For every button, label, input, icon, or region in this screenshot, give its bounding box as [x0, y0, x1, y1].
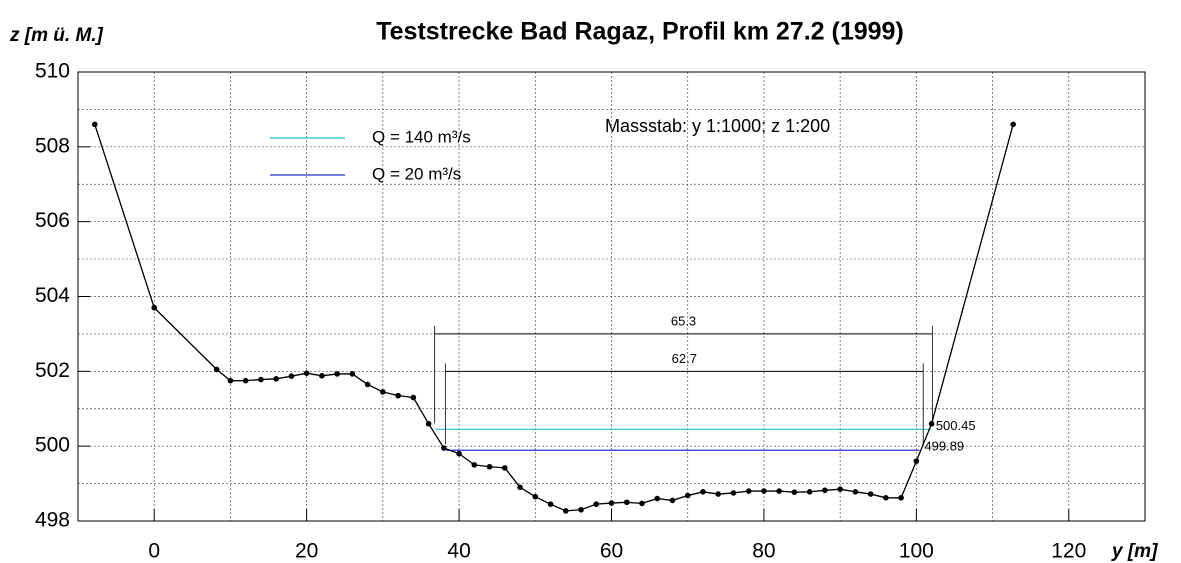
profile-point [761, 488, 767, 494]
profile-point [593, 501, 600, 507]
legend-label: Q = 140 m³/s [372, 127, 471, 146]
profile-point [334, 371, 340, 377]
y-axis-label: z [m ü. M.] [9, 25, 104, 46]
profile-point [258, 376, 264, 383]
profile-point [806, 489, 813, 495]
profile-point [441, 445, 447, 451]
y-tick-label: 506 [35, 209, 70, 232]
profile-point [654, 495, 661, 502]
profile-point [273, 376, 279, 382]
profile-point [410, 394, 417, 401]
x-tick-label: 0 [148, 540, 160, 563]
profile-point [639, 500, 645, 507]
profile-point [227, 377, 234, 384]
profile-point [319, 373, 325, 379]
profile-point [395, 392, 401, 399]
y-tick-label: 508 [35, 134, 70, 157]
profile-point [928, 420, 935, 427]
profile-point [898, 495, 904, 501]
profile-point [578, 506, 584, 513]
water-level-label: 500.45 [936, 418, 976, 433]
y-tick-label: 504 [35, 284, 70, 307]
water-level-label: 499.89 [924, 439, 964, 454]
profile-point [608, 500, 615, 506]
profile-point [822, 487, 828, 494]
chart-title: Teststrecke Bad Ragaz, Profil km 27.2 (1… [376, 18, 904, 46]
y-tick-label: 510 [35, 60, 70, 83]
profile-point [547, 501, 554, 507]
profile-point [213, 366, 220, 373]
profile-point [623, 499, 630, 506]
profile-point [471, 462, 478, 468]
profile-point [456, 450, 462, 457]
profile-point [349, 371, 356, 377]
profile-point [700, 489, 706, 495]
profile-point [486, 463, 493, 470]
x-tick-label: 100 [899, 540, 934, 563]
profile-point [425, 420, 432, 427]
profile-point [730, 490, 737, 496]
profile-point [883, 495, 889, 501]
profile-point [517, 484, 523, 491]
profile-point [852, 489, 859, 495]
profile-point [1010, 121, 1016, 128]
x-tick-label: 40 [447, 540, 470, 563]
annotation: Massstab: y 1:1000; z 1:200 [605, 116, 830, 136]
x-tick-label: 60 [600, 540, 623, 563]
profile-point [502, 465, 508, 471]
x-axis-label: y [m] [1111, 541, 1158, 562]
profile-point [913, 458, 920, 464]
y-tick-label: 498 [35, 509, 70, 532]
profile-point [532, 493, 539, 500]
y-tick-label: 502 [35, 359, 70, 382]
profile-point [867, 491, 874, 497]
dimension-label: 65.3 [671, 313, 696, 328]
x-tick-label: 20 [295, 540, 318, 563]
profile-point [91, 121, 98, 128]
profile-point [715, 491, 721, 497]
profile-point [791, 489, 798, 495]
profile-point [364, 381, 371, 388]
profile-point [288, 373, 295, 379]
profile-point [151, 304, 158, 311]
profile-point [745, 488, 752, 494]
profile-point [562, 508, 569, 514]
x-tick-label: 120 [1051, 540, 1086, 563]
dimension-label: 62.7 [672, 351, 697, 366]
y-tick-label: 500 [35, 434, 70, 457]
profile-point [776, 488, 782, 494]
profile-point [242, 377, 249, 384]
x-tick-label: 80 [752, 540, 775, 563]
profile-point [837, 486, 843, 492]
profile-point [669, 497, 676, 504]
profile-point [380, 389, 386, 395]
profile-line [94, 124, 1014, 512]
legend-label: Q = 20 m³/s [372, 164, 461, 183]
profile-point [303, 370, 310, 377]
profile-point [684, 492, 691, 499]
